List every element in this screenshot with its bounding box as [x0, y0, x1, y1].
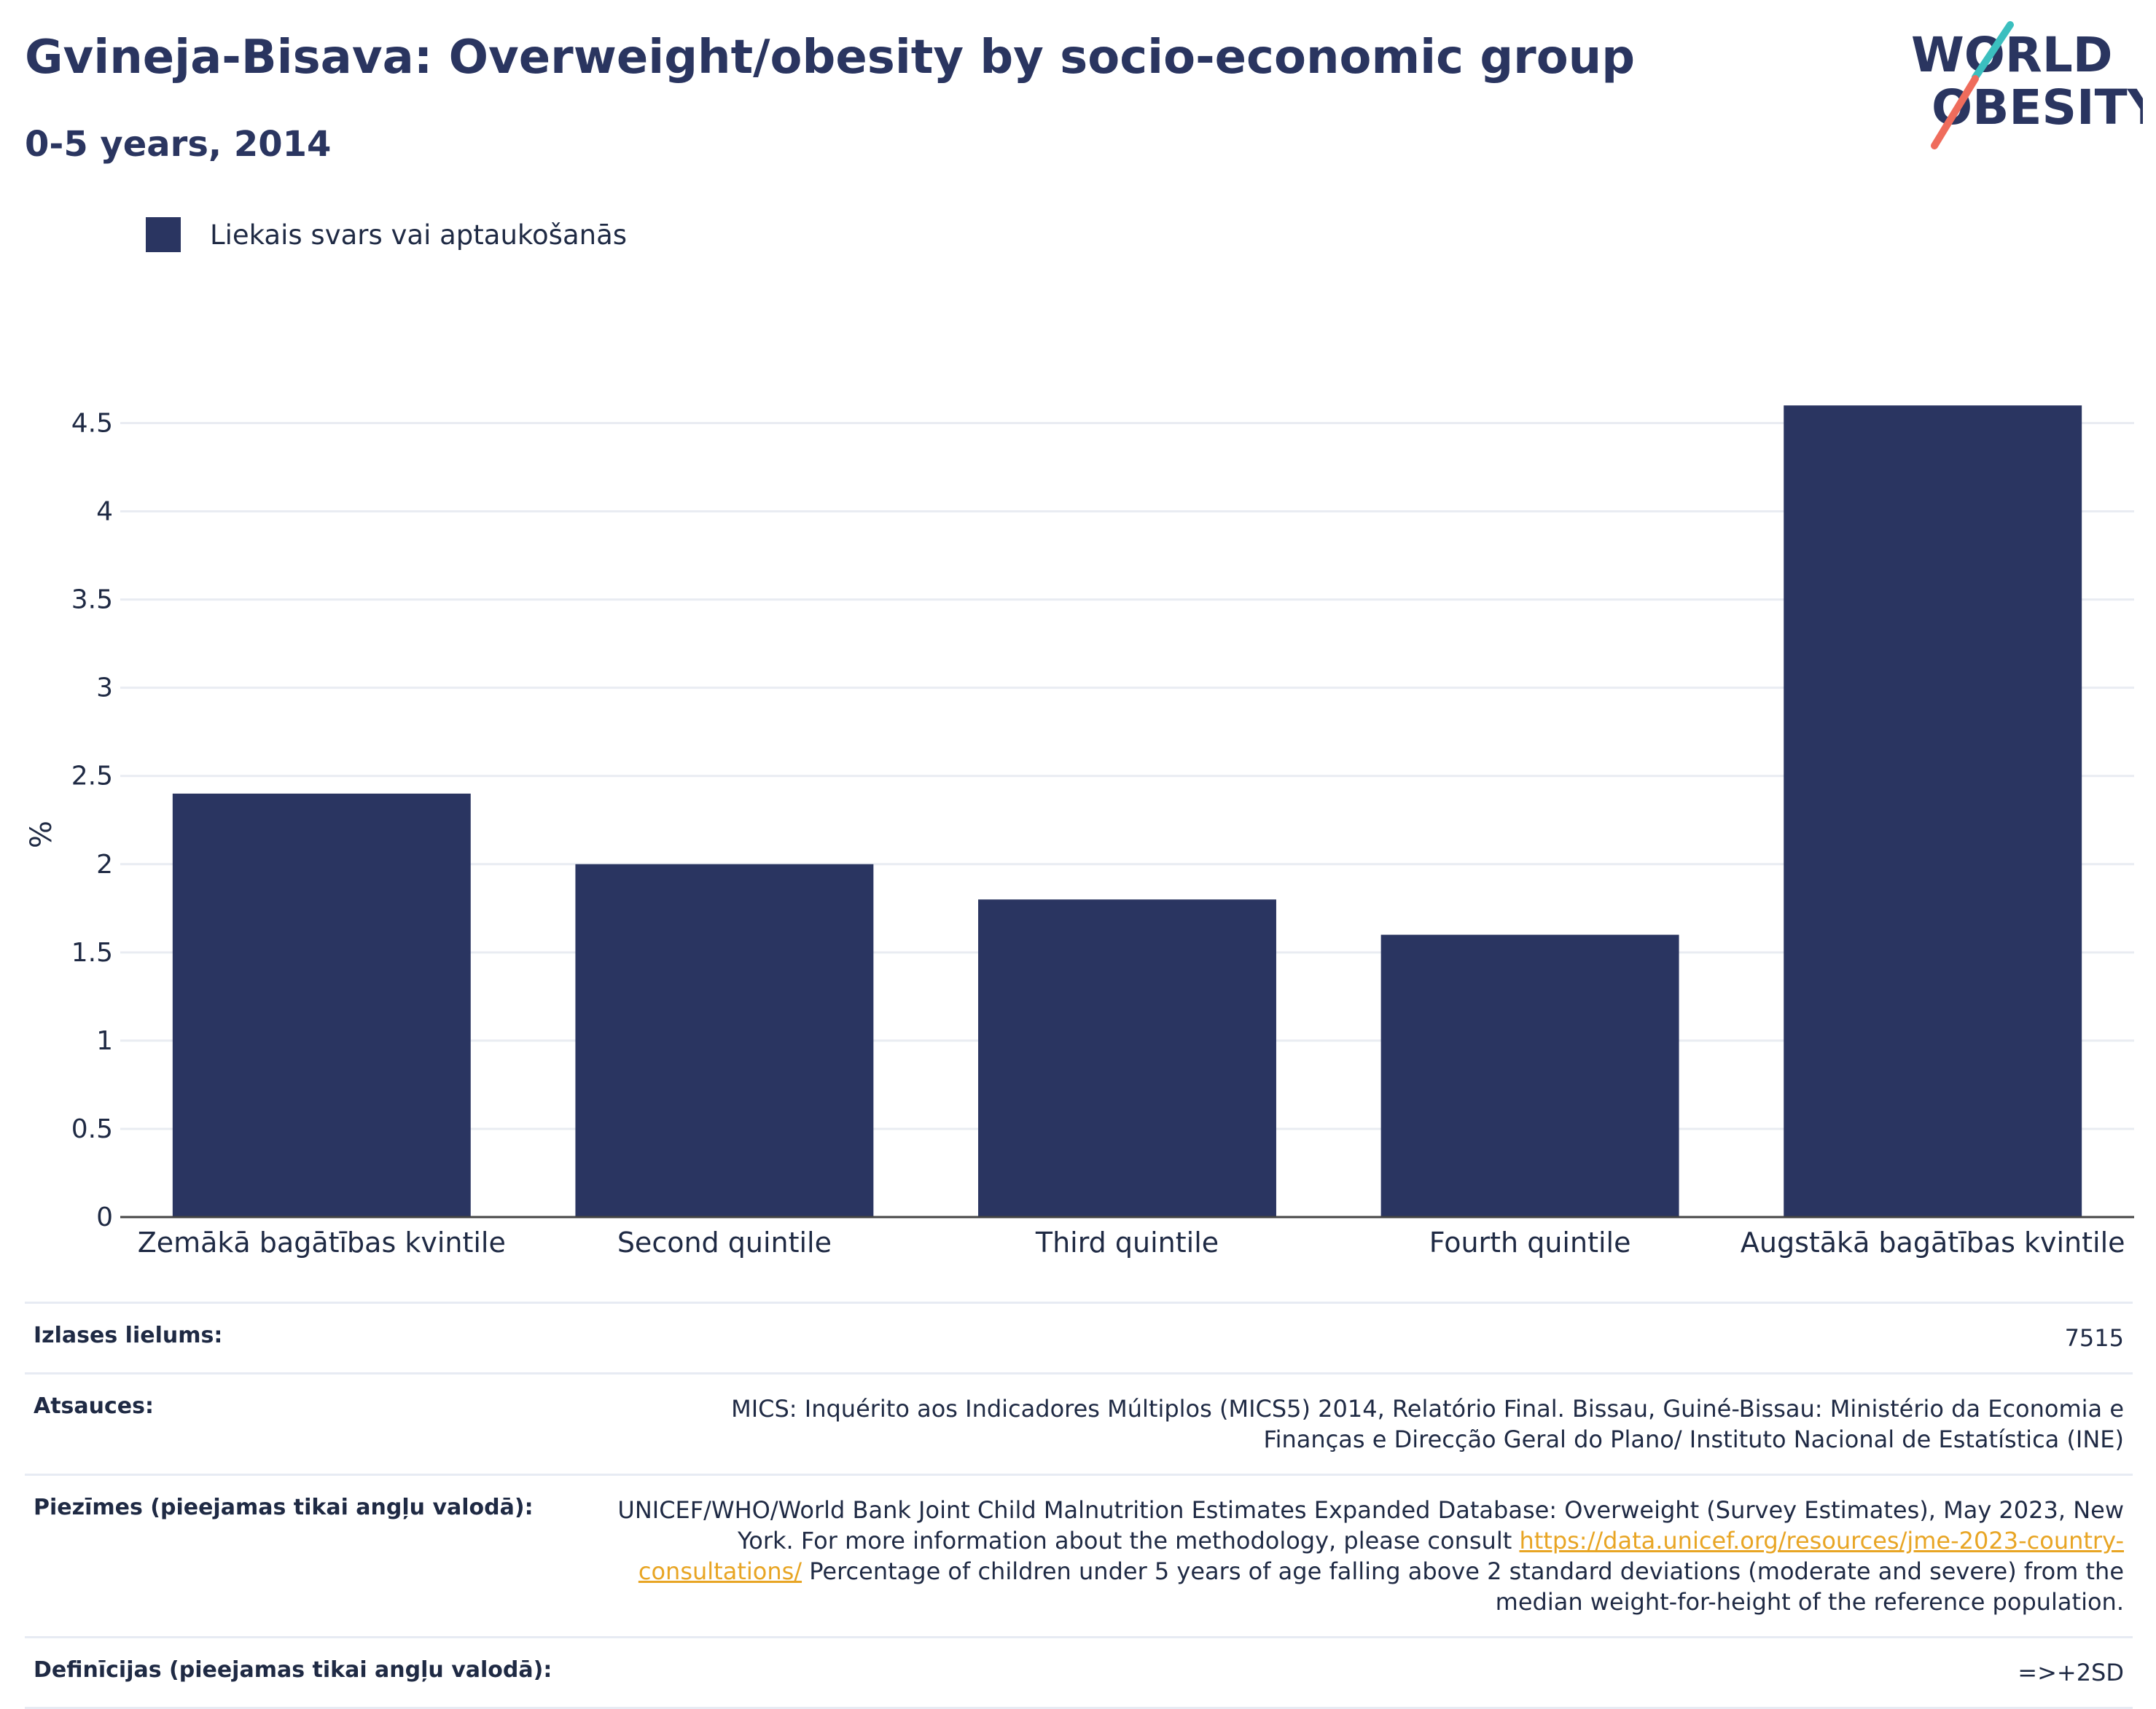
bar — [1380, 934, 1679, 1217]
y-tick-label: 4 — [96, 497, 113, 527]
sources-label: Atsauces: — [34, 1393, 154, 1419]
legend-swatch — [146, 217, 181, 252]
bar — [575, 864, 874, 1217]
sample-size-value: 7515 — [2064, 1324, 2124, 1352]
notes-link[interactable]: https://data.unicef.org/resources/jme-20… — [638, 1527, 2124, 1585]
x-tick-label: Second quintile — [617, 1227, 832, 1259]
x-tick-label: Zemākā bagātības kvintile — [138, 1227, 506, 1259]
notes-row: Piezīmes (pieejamas tikai angļu valodā):… — [25, 1474, 2133, 1636]
page-subtitle: 0-5 years, 2014 — [25, 124, 332, 165]
y-tick-label: 3.5 — [71, 585, 113, 615]
sources-value: MICS: Inquérito aos Indicadores Múltiplo… — [731, 1395, 2124, 1453]
chart-legend[interactable]: Liekais svars vai aptaukošanās — [146, 217, 627, 252]
y-tick-label: 2.5 — [71, 762, 113, 791]
y-tick-label: 4.5 — [71, 409, 113, 439]
definitions-row: Definīcijas (pieejamas tikai angļu valod… — [25, 1636, 2133, 1709]
notes-text-part2: Percentage of children under 5 years of … — [809, 1557, 2124, 1616]
logo-slash-teal — [1972, 21, 2014, 81]
sources-row: Atsauces: MICS: Inquérito aos Indicadore… — [25, 1372, 2133, 1474]
bar — [1784, 405, 2082, 1217]
x-tick-label: Fourth quintile — [1429, 1227, 1631, 1259]
y-tick-label: 0 — [96, 1202, 113, 1232]
notes-label: Piezīmes (pieejamas tikai angļu valodā): — [34, 1495, 534, 1520]
sample-size-label: Izlases lielums: — [34, 1323, 223, 1348]
bar-chart: 0 0.5 1 1.5 2 2.5 3 3.5 4 4.5% Zemākā bagātības kv… — [25, 405, 2134, 1259]
logo-word-world: WORLD — [1911, 27, 2113, 83]
notes-text-part1: UNICEF/WHO/World Bank Joint Child Malnut… — [617, 1496, 2124, 1554]
x-tick-label: Augstākā bagātības kvintile — [1741, 1227, 2125, 1259]
y-tick-label: 1 — [96, 1026, 113, 1056]
definitions-value: =>+2SD — [2018, 1659, 2124, 1686]
y-tick-label: 0.5 — [71, 1114, 113, 1144]
page-title: Gvineja-Bisava: Overweight/obesity by so… — [25, 31, 1636, 85]
bar — [172, 793, 471, 1217]
notes-value: UNICEF/WHO/World Bank Joint Child Malnut… — [608, 1495, 2124, 1617]
y-tick-label: 2 — [96, 850, 113, 880]
legend-label: Liekais svars vai aptaukošanās — [210, 219, 628, 251]
y-axis-label: % — [25, 821, 58, 848]
x-tick-label: Third quintile — [1035, 1227, 1219, 1259]
y-tick-label: 1.5 — [71, 938, 113, 968]
world-obesity-logo: WORLD OBESITY — [1911, 21, 2143, 149]
info-table: Izlases lielums: 7515 Atsauces: MICS: In… — [25, 1302, 2133, 1709]
logo-slash-coral — [1931, 75, 1979, 149]
bar — [978, 899, 1276, 1217]
sample-size-row: Izlases lielums: 7515 — [25, 1302, 2133, 1372]
y-tick-label: 3 — [96, 673, 113, 703]
definitions-label: Definīcijas (pieejamas tikai angļu valod… — [34, 1657, 552, 1683]
